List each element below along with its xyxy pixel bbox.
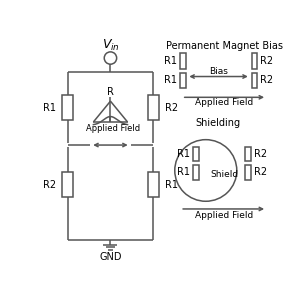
Text: R1: R1 — [165, 180, 178, 190]
Text: Permanent Magnet Bias: Permanent Magnet Bias — [166, 41, 283, 51]
Text: Shielding: Shielding — [196, 118, 241, 128]
Text: Bias: Bias — [209, 67, 227, 76]
Text: Applied Field: Applied Field — [86, 124, 140, 133]
Bar — [193, 147, 199, 161]
Bar — [245, 147, 251, 161]
Text: R1: R1 — [164, 75, 177, 85]
Bar — [62, 95, 73, 120]
Text: R1: R1 — [164, 56, 177, 66]
Bar — [193, 165, 199, 180]
Text: R2: R2 — [260, 56, 273, 66]
Bar — [62, 172, 73, 197]
Bar — [251, 54, 257, 69]
Bar — [180, 54, 186, 69]
Text: R2: R2 — [43, 180, 56, 190]
Text: Applied Field: Applied Field — [195, 98, 254, 107]
Bar — [245, 165, 251, 180]
Text: R: R — [107, 87, 114, 97]
Text: R2: R2 — [254, 168, 267, 178]
Text: R1: R1 — [177, 168, 190, 178]
Bar — [180, 73, 186, 88]
Text: R2: R2 — [254, 149, 267, 159]
Text: $V_{in}$: $V_{in}$ — [102, 38, 120, 53]
Bar — [148, 95, 158, 120]
Bar — [251, 73, 257, 88]
Text: R1: R1 — [177, 149, 190, 159]
Text: Shield: Shield — [210, 170, 239, 179]
Bar — [148, 172, 158, 197]
Text: R2: R2 — [165, 103, 178, 113]
Text: R1: R1 — [43, 103, 56, 113]
Text: Applied Field: Applied Field — [195, 211, 254, 219]
Text: R2: R2 — [260, 75, 273, 85]
Text: GND: GND — [99, 252, 122, 262]
